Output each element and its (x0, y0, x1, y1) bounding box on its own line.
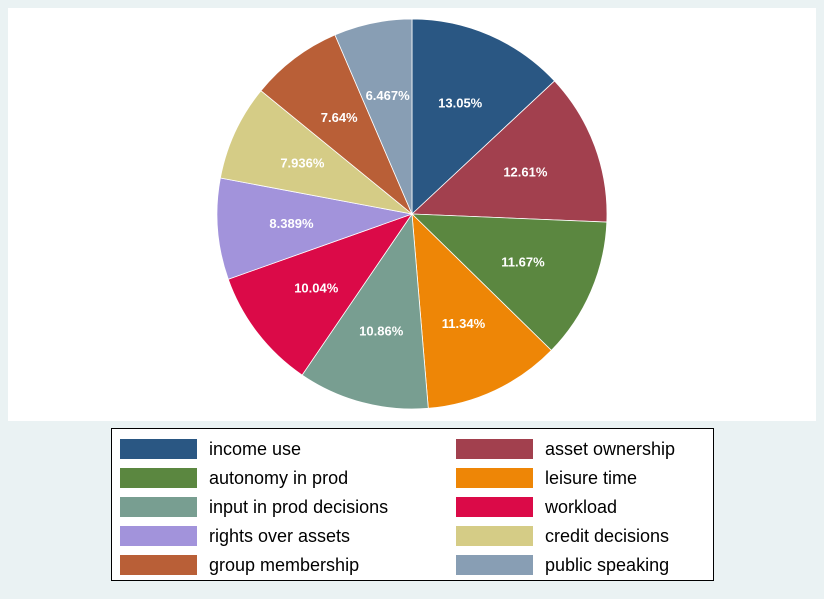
slice-value-label: 7.64% (321, 110, 358, 125)
slice-value-label: 12.61% (503, 165, 548, 180)
pie-slice-income-use (411, 18, 556, 215)
legend-swatch (456, 439, 533, 459)
legend-item: asset ownership (456, 439, 675, 459)
legend-swatch (456, 526, 533, 546)
legend-label: credit decisions (545, 525, 670, 546)
legend-swatch (120, 468, 197, 488)
pie-slice-credit-decisions (219, 90, 413, 215)
legend: income use asset ownership autonomy in pro… (111, 428, 714, 581)
pie-slice-input-in-prod-decisions (301, 212, 429, 410)
pie-slice-leisure-time (411, 212, 552, 409)
legend-label: rights over assets (209, 525, 351, 546)
legend-label: workload (545, 496, 618, 517)
pie-slice-workload (227, 213, 414, 376)
legend-swatch (456, 468, 533, 488)
legend-swatch (120, 526, 197, 546)
legend-swatch (456, 555, 533, 575)
legend-item: income use (120, 439, 301, 459)
legend-label: group membership (209, 554, 360, 575)
slice-value-label: 6.467% (366, 88, 411, 103)
legend-label: input in prod decisions (209, 496, 389, 517)
slice-value-label: 8.389% (269, 216, 314, 231)
pie-slice-autonomy-in-prod (410, 213, 608, 351)
plot-region: 13.05% 12.61% 11.67% 11.34% 10.86% 10.04% 8.38… (8, 8, 816, 421)
slice-value-label: 10.86% (359, 323, 404, 338)
legend-item: input in prod decisions (120, 497, 388, 517)
slice-value-label: 13.05% (438, 96, 483, 111)
pie-slice-public-speaking (334, 18, 413, 215)
slice-value-label: 11.34% (442, 316, 486, 331)
pie-slice-rights-over-assets (216, 177, 414, 280)
legend-item: credit decisions (456, 526, 669, 546)
legend-item: group membership (120, 555, 359, 575)
legend-item: workload (456, 497, 617, 517)
legend-item: public speaking (456, 555, 669, 575)
legend-swatch (120, 497, 197, 517)
legend-swatch (120, 439, 197, 459)
legend-label: asset ownership (545, 438, 676, 459)
legend-item: rights over assets (120, 526, 350, 546)
legend-swatch (456, 497, 533, 517)
slice-value-label: 10.04% (294, 280, 339, 295)
legend-label: autonomy in prod (209, 467, 349, 488)
slice-value-label: 11.67% (501, 254, 545, 269)
legend-item: autonomy in prod (120, 468, 348, 488)
pie-slice-group-membership (260, 34, 413, 215)
legend-label: leisure time (545, 467, 638, 488)
pie-chart: 13.05% 12.61% 11.67% 11.34% 10.86% 10.04% 8.38… (216, 18, 608, 410)
legend-swatch (120, 555, 197, 575)
slice-value-label: 7.936% (280, 156, 325, 171)
pie-slice-asset-ownership (411, 80, 608, 223)
legend-label: public speaking (545, 554, 670, 575)
legend-item: leisure time (456, 468, 637, 488)
legend-label: income use (209, 438, 302, 459)
